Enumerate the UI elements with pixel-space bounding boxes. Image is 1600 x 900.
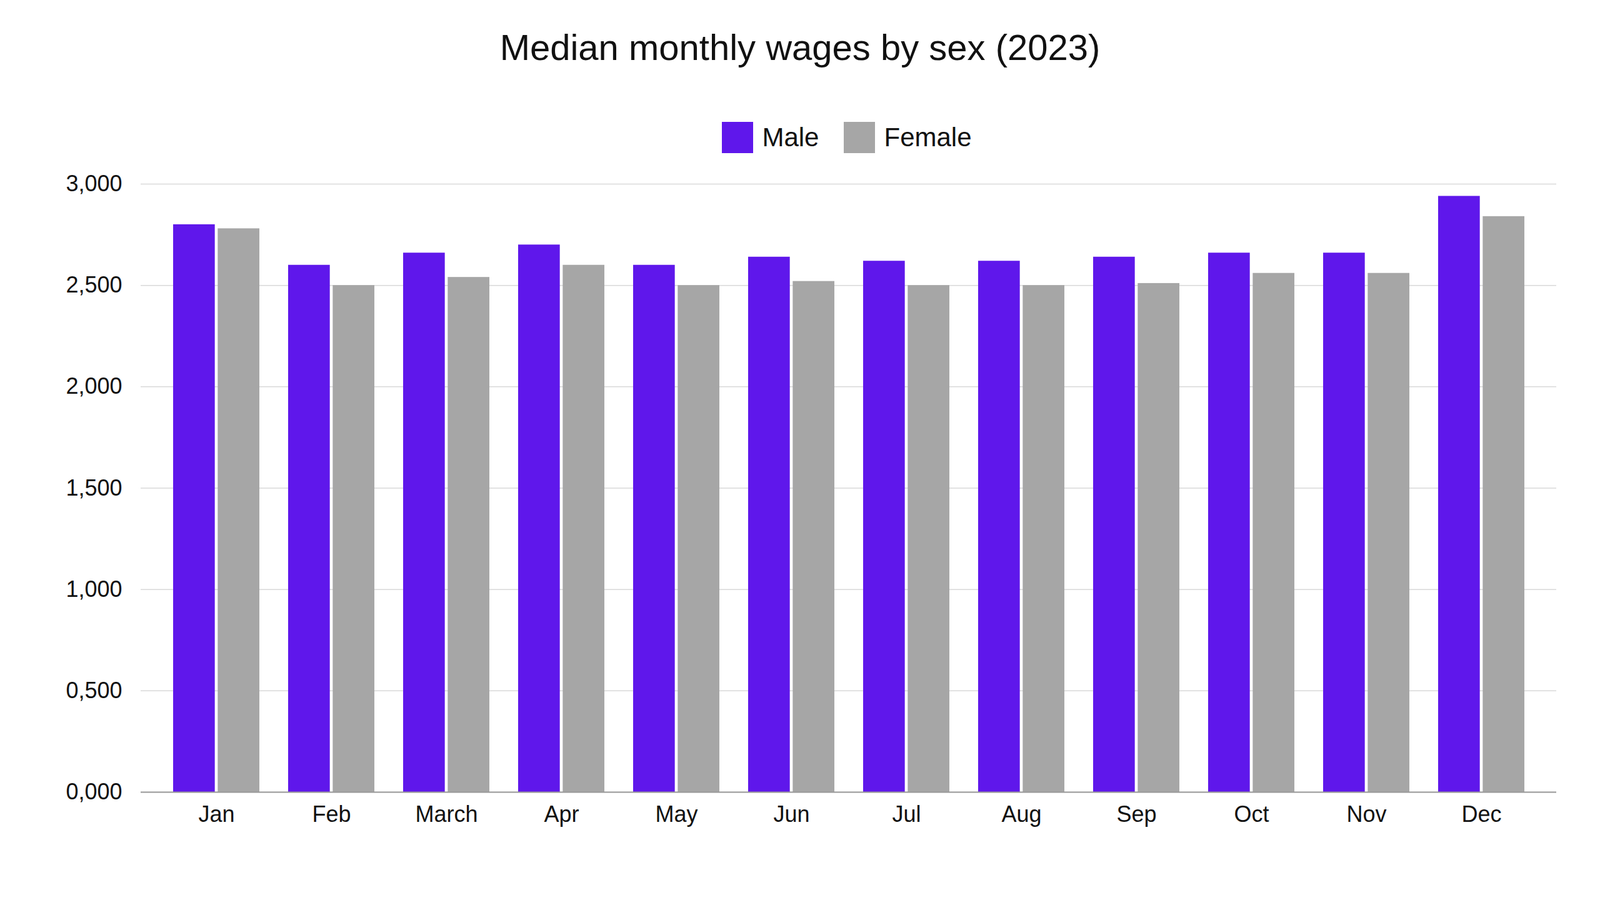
svg-text:Apr: Apr	[543, 801, 579, 827]
svg-text:Feb: Feb	[311, 801, 351, 827]
svg-text:2,500: 2,500	[65, 271, 122, 298]
svg-text:1,000: 1,000	[65, 576, 122, 602]
svg-text:0,000: 0,000	[65, 778, 122, 805]
svg-text:March: March	[415, 801, 478, 827]
svg-text:Jan: Jan	[198, 801, 235, 827]
svg-text:Oct: Oct	[1233, 801, 1269, 827]
svg-text:0,500: 0,500	[65, 677, 122, 704]
html-text:Median monthly wages by sex (2: Median monthly wages by sex (2023)	[499, 26, 1101, 68]
svg-text:Aug: Aug	[1001, 801, 1042, 827]
svg-text:Jul: Jul	[891, 801, 921, 827]
svg-text:May: May	[655, 801, 698, 827]
html-text:Male: Male	[762, 122, 820, 152]
svg-text:Sep: Sep	[1116, 801, 1157, 827]
svg-text:3,000: 3,000	[65, 170, 122, 197]
svg-text:Dec: Dec	[1461, 801, 1502, 827]
svg-text:2,000: 2,000	[65, 373, 122, 399]
svg-text:Nov: Nov	[1346, 801, 1387, 827]
svg-text:1,500: 1,500	[65, 475, 122, 501]
html-text:Female: Female	[884, 122, 972, 152]
svg-text:Jun: Jun	[773, 801, 810, 827]
